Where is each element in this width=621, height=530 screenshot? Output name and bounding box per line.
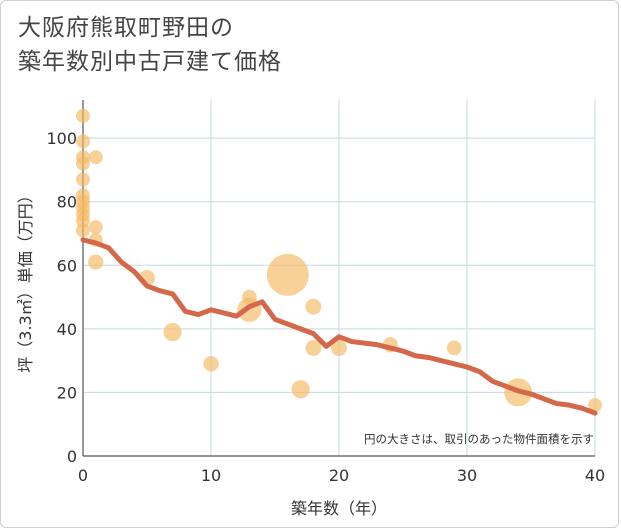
x-axis-title: 築年数（年） [291, 499, 387, 518]
y-tick-label: 40 [57, 320, 77, 339]
bubble-point [291, 380, 310, 399]
chart-title: 大阪府熊取町野田の 築年数別中古戸建て価格 [18, 11, 282, 79]
bubble-point [163, 322, 182, 342]
bubble-point [305, 339, 322, 356]
bubble-series [76, 108, 602, 413]
tick-labels: 0 10 20 30 40 0 20 40 60 80 100 [46, 129, 605, 485]
bubble-point [88, 254, 104, 270]
y-tick-label: 100 [46, 129, 77, 148]
bubble-point [331, 339, 347, 356]
bubble-point [76, 108, 90, 123]
bubble-point [88, 150, 103, 165]
x-tick-label: 10 [201, 466, 221, 485]
trend-line [80, 237, 598, 416]
bubble-point [76, 223, 90, 238]
x-tick-label: 20 [329, 466, 349, 485]
y-tick-label: 0 [67, 447, 77, 466]
bubble-point [76, 172, 90, 187]
bubble-point [588, 398, 602, 413]
x-tick-label: 0 [78, 466, 88, 485]
y-tick-label: 60 [57, 256, 77, 275]
bubble-point [446, 340, 462, 356]
y-tick-label: 80 [57, 193, 77, 212]
chart-title-line-1: 大阪府熊取町野田の [18, 15, 234, 41]
trend-series [80, 237, 598, 416]
bubble-point [88, 220, 103, 235]
bubble-point [76, 156, 90, 171]
x-tick-label: 40 [585, 466, 605, 485]
bubble-point [76, 134, 90, 149]
bubble-point [203, 356, 219, 372]
bubble-point [266, 253, 309, 296]
y-axis-title: 坪（3.3㎡）単価（万円） [16, 187, 35, 372]
size-note: 円の大きさは、取引のあった物件面積を示す [364, 432, 594, 446]
bubble-point [305, 298, 322, 315]
chart-title-line-2: 築年数別中古戸建て価格 [18, 49, 282, 75]
x-tick-label: 30 [457, 466, 477, 485]
y-tick-label: 20 [57, 383, 77, 402]
